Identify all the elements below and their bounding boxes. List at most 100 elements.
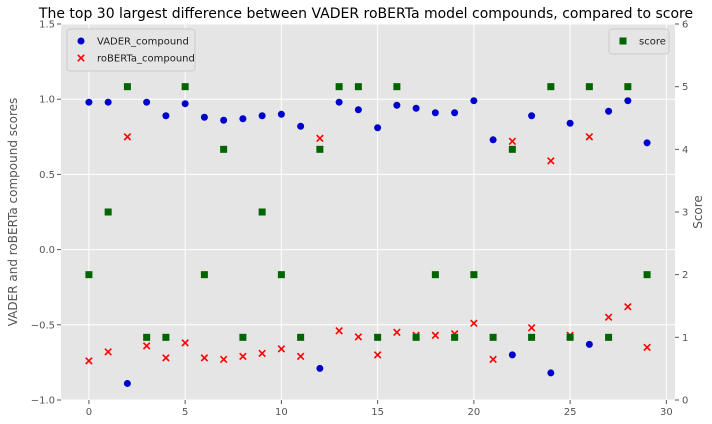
roBERTa_compound-point — [162, 354, 170, 362]
VADER_compound-point — [547, 369, 555, 377]
VADER_compound-point — [374, 124, 382, 132]
roBERTa_compound-point — [296, 352, 305, 361]
roBERTa_compound-point — [508, 137, 517, 146]
VADER_compound-point — [354, 106, 362, 114]
plot-area — [61, 24, 675, 400]
roBERTa_compound-point — [489, 355, 497, 364]
roBERTa_compound-point — [643, 343, 651, 352]
roBERTa_compound-point — [604, 313, 613, 322]
roBERTa_compound-point — [527, 324, 536, 332]
x-tick-label: 10 — [275, 407, 288, 418]
series-score — [85, 83, 651, 341]
legend-marker-roBERTa_compound — [77, 54, 85, 62]
VADER_compound-point — [489, 136, 497, 144]
roBERTa_compound-point — [85, 357, 93, 365]
score-point — [528, 333, 536, 341]
roBERTa_compound-point — [470, 319, 478, 328]
score-point — [354, 83, 362, 91]
legend-label-score: score — [639, 37, 666, 48]
roBERTa_compound-point — [393, 328, 401, 337]
y-axis-label-left: VADER and roBERTa compound scores — [6, 98, 20, 327]
score-point — [297, 333, 305, 341]
grid-lines — [61, 23, 675, 401]
score-point — [412, 333, 420, 341]
x-tick-label: 15 — [371, 407, 384, 418]
roBERTa_compound-point — [258, 349, 266, 358]
VADER_compound-point — [605, 107, 613, 115]
VADER_compound-point — [162, 112, 170, 120]
legend-left: VADER_compound roBERTa_compound — [66, 28, 196, 72]
roBERTa_compound-point — [239, 352, 247, 361]
score-point — [624, 83, 632, 91]
legend-right: score — [608, 28, 670, 55]
score-point — [316, 145, 324, 153]
VADER_compound-point — [508, 351, 516, 359]
legend-marker-score — [619, 37, 627, 45]
roBERTa_compound-point — [277, 345, 286, 353]
VADER_compound-point — [412, 104, 420, 112]
roBERTa_compound-point — [123, 133, 132, 141]
score-point — [123, 83, 131, 91]
y-tick-label-left: −1.0 — [31, 396, 55, 407]
VADER_compound-point — [220, 116, 228, 124]
VADER_compound-point — [123, 379, 131, 387]
score-point — [566, 333, 574, 341]
VADER_compound-point — [528, 112, 536, 120]
roBERTa_compound-point — [181, 339, 189, 347]
y-tick-label-left: 1.0 — [39, 95, 55, 106]
roBERTa_compound-point — [624, 302, 632, 311]
roBERTa_compound-point — [585, 133, 594, 141]
x-tick-label: 0 — [86, 407, 92, 418]
VADER_compound-point — [431, 109, 439, 117]
score-point — [258, 208, 266, 216]
roBERTa_compound-point — [104, 348, 112, 356]
y-tick-label-left: 0.5 — [39, 170, 55, 181]
y-tick-label-left: 1.5 — [39, 20, 55, 31]
VADER_compound-point — [470, 97, 478, 105]
roBERTa_compound-point — [316, 134, 324, 143]
legend-frame — [608, 28, 670, 55]
x-tick-label: 30 — [660, 407, 673, 418]
VADER_compound-point — [200, 113, 208, 121]
VADER_compound-point — [335, 98, 343, 106]
score-point — [143, 333, 151, 341]
VADER_compound-point — [104, 98, 112, 106]
score-point — [605, 333, 613, 341]
VADER_compound-point — [297, 122, 305, 130]
roBERTa_compound-point — [547, 157, 555, 165]
VADER_compound-point — [451, 109, 459, 117]
y-tick-label-right: 6 — [682, 20, 688, 31]
roBERTa_compound-point — [373, 351, 382, 359]
VADER_compound-point — [85, 98, 93, 106]
VADER_compound-point — [316, 364, 324, 372]
data-marks — [85, 83, 651, 387]
y-tick-label-right: 0 — [682, 396, 688, 407]
VADER_compound-point — [258, 112, 266, 120]
y-tick-label-right: 2 — [682, 270, 688, 281]
legend-frame — [66, 28, 196, 72]
VADER_compound-point — [393, 101, 401, 109]
score-point — [451, 333, 459, 341]
roBERTa_compound-point — [200, 354, 209, 362]
score-point — [393, 83, 401, 91]
score-point — [85, 271, 93, 279]
legend-marker-VADER_compound — [77, 37, 85, 45]
score-point — [547, 83, 555, 91]
legend-label-roBERTa_compound: roBERTa_compound — [97, 54, 195, 65]
VADER_compound-point — [643, 139, 651, 147]
score-point — [104, 208, 112, 216]
VADER_compound-point — [566, 119, 574, 127]
roBERTa_compound-point — [431, 331, 440, 340]
score-point — [220, 145, 228, 153]
score-point — [643, 271, 651, 279]
score-point — [585, 83, 593, 91]
roBERTa_compound-point — [354, 333, 363, 341]
score-point — [239, 333, 247, 341]
score-point — [374, 333, 382, 341]
y-tick-label-left: 0.0 — [39, 245, 55, 256]
score-point — [508, 145, 516, 153]
VADER_compound-point — [239, 115, 247, 123]
score-point — [200, 271, 208, 279]
y-tick-label-right: 4 — [682, 145, 688, 156]
